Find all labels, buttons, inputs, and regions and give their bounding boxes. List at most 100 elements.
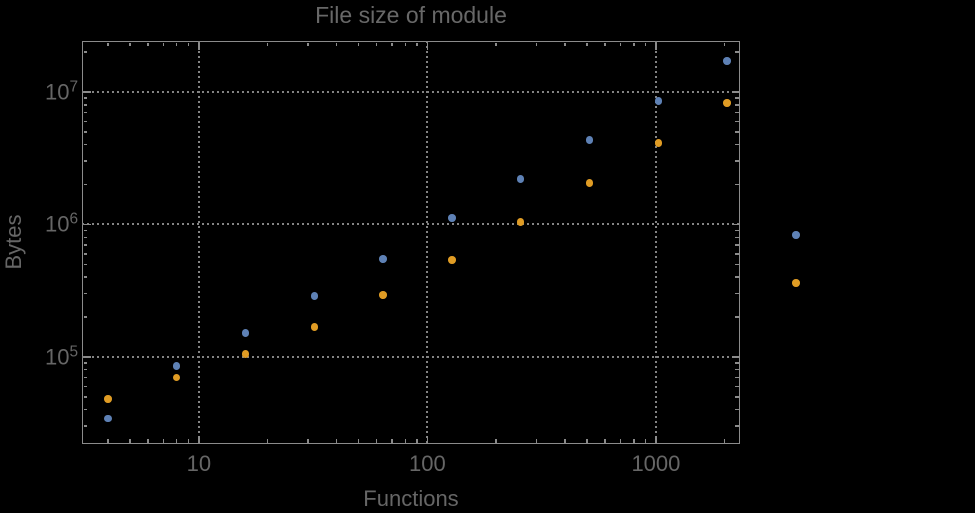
y-tick <box>83 292 87 295</box>
y-tick-mirror <box>735 425 739 427</box>
y-tick-mirror <box>731 356 739 358</box>
x-tick <box>391 439 393 443</box>
x-tick <box>335 439 338 443</box>
x-tick <box>564 439 566 443</box>
y-tick-label: 107 <box>44 78 78 105</box>
y-tick <box>83 97 87 99</box>
x-tick <box>107 439 109 443</box>
gridline-horizontal <box>82 355 740 358</box>
data-point <box>723 99 731 107</box>
data-point <box>792 279 800 287</box>
x-tick-label: 100 <box>409 451 446 476</box>
y-tick <box>83 131 87 133</box>
x-tick-mirror <box>723 42 726 46</box>
y-tick <box>83 263 87 266</box>
x-tick-mirror <box>604 42 606 46</box>
y-tick-mirror <box>735 236 739 239</box>
y-tick <box>83 183 87 186</box>
x-tick-mirror <box>307 42 309 46</box>
y-tick <box>83 253 87 255</box>
y-tick <box>83 385 87 388</box>
y-tick <box>83 376 87 379</box>
y-tick-mirror <box>735 362 739 364</box>
y-tick <box>83 160 87 162</box>
y-tick-mirror <box>735 183 739 186</box>
x-tick-mirror <box>198 42 200 50</box>
x-tick-label: 1000 <box>631 451 681 476</box>
x-tick-mirror <box>357 42 360 46</box>
y-tick-label: 105 <box>44 343 78 370</box>
y-tick-mirror <box>735 408 739 411</box>
y-tick-label: 106 <box>44 210 78 238</box>
gridline-vertical <box>197 41 200 444</box>
data-point <box>516 218 525 226</box>
y-tick <box>83 356 91 358</box>
y-tick-mirror <box>735 292 739 295</box>
y-tick-mirror <box>735 316 739 318</box>
x-tick-mirror <box>107 42 109 46</box>
x-tick <box>644 439 647 443</box>
y-tick <box>83 316 87 318</box>
x-tick <box>129 439 131 443</box>
x-tick-mirror <box>564 42 566 46</box>
data-point <box>104 395 112 403</box>
x-tick <box>495 439 497 443</box>
data-point <box>654 139 663 147</box>
x-tick-mirror <box>147 42 149 46</box>
y-tick-mirror <box>731 91 739 93</box>
y-tick-mirror <box>735 160 739 162</box>
x-tick-mirror <box>175 42 178 46</box>
y-tick-mirror <box>735 276 739 278</box>
y-tick-mirror <box>735 143 739 146</box>
x-tick <box>198 435 200 443</box>
x-tick <box>633 439 635 443</box>
x-tick-mirror <box>375 42 378 46</box>
y-tick-mirror <box>735 244 739 246</box>
y-tick-mirror <box>735 385 739 388</box>
x-tick-mirror <box>404 42 406 46</box>
y-tick <box>83 111 87 114</box>
y-tick <box>83 425 87 427</box>
x-tick <box>307 439 309 443</box>
chart-title: File size of module <box>315 2 507 28</box>
y-tick-mirror <box>735 104 739 106</box>
x-axis-label: Functions <box>363 486 459 511</box>
x-tick-mirror <box>619 42 622 46</box>
data-point <box>241 350 250 358</box>
x-tick-mirror <box>391 42 393 46</box>
x-tick-mirror <box>586 42 588 46</box>
y-tick-mirror <box>735 263 739 266</box>
y-tick <box>83 408 87 411</box>
data-point <box>585 179 594 187</box>
y-tick-mirror <box>735 396 739 398</box>
gridline-horizontal <box>82 223 740 226</box>
data-point <box>172 373 181 382</box>
y-tick-mirror <box>735 97 739 99</box>
y-tick <box>83 51 87 53</box>
y-tick <box>83 244 87 246</box>
data-point <box>379 291 387 299</box>
data-point <box>448 256 456 264</box>
x-tick <box>655 435 657 443</box>
y-tick <box>83 223 91 226</box>
gridline-vertical <box>426 41 429 444</box>
x-tick <box>535 439 538 443</box>
x-tick <box>723 439 726 443</box>
data-point <box>241 329 250 337</box>
y-tick <box>83 396 87 398</box>
plot-frame <box>82 41 740 444</box>
x-tick-mirror <box>416 42 418 46</box>
x-tick-label: 10 <box>186 451 212 476</box>
x-tick <box>147 439 149 443</box>
y-tick <box>83 236 87 239</box>
data-point <box>792 231 800 239</box>
data-point <box>516 175 525 183</box>
y-tick <box>83 276 87 278</box>
data-point <box>723 57 731 65</box>
x-tick-mirror <box>426 42 429 50</box>
x-tick <box>404 439 406 443</box>
y-tick <box>83 120 87 123</box>
x-tick <box>426 435 429 443</box>
x-tick <box>162 439 165 443</box>
